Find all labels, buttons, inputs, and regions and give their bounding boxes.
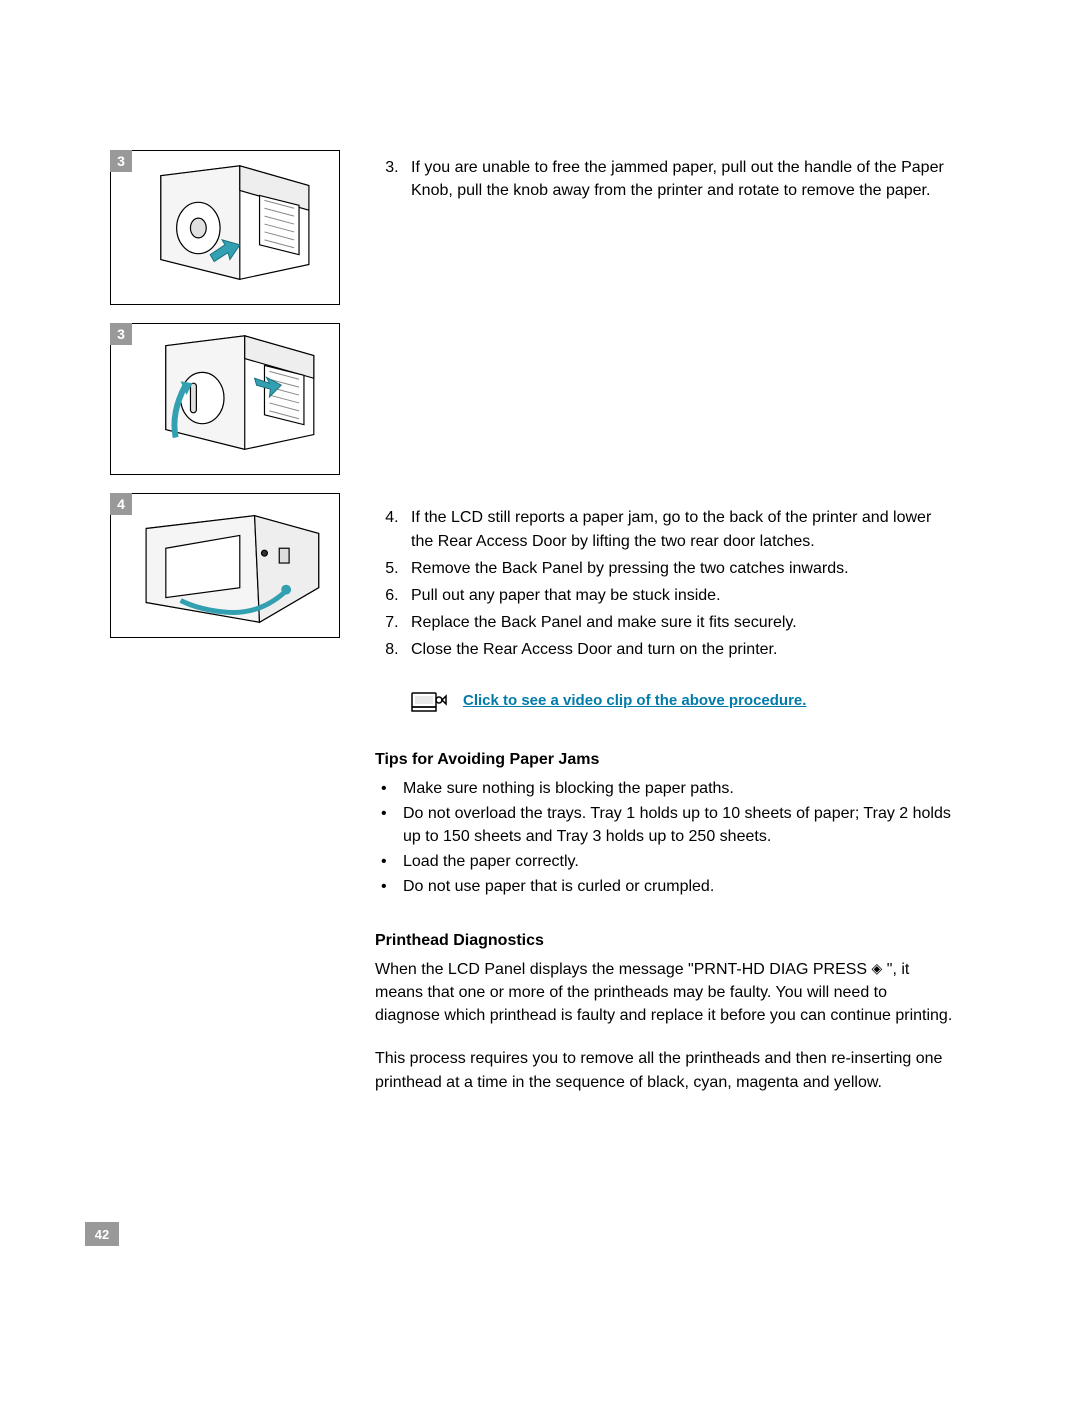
tips-list: Make sure nothing is blocking the paper … (375, 777, 955, 899)
video-link[interactable]: Click to see a video clip of the above p… (463, 690, 806, 712)
step-item: Remove the Back Panel by pressing the tw… (403, 557, 955, 580)
printer-illustration-1 (111, 151, 339, 304)
video-camera-icon (411, 690, 447, 712)
figure-number-badge: 3 (110, 323, 132, 345)
figure-printer-back: 4 (110, 493, 340, 638)
step-text: Close the Rear Access Door and turn on t… (411, 641, 777, 658)
document-page: 3 3 (0, 0, 1080, 1416)
tip-item: Load the paper correctly. (403, 850, 955, 873)
step-text: Remove the Back Panel by pressing the tw… (411, 560, 849, 577)
tip-item: Make sure nothing is blocking the paper … (403, 777, 955, 800)
step-item: If you are unable to free the jammed pap… (403, 156, 955, 202)
step-text: If you are unable to free the jammed pap… (411, 159, 944, 199)
step-list-4-8: If the LCD still reports a paper jam, go… (375, 506, 955, 661)
step-item: If the LCD still reports a paper jam, go… (403, 506, 955, 552)
figure-number-badge: 3 (110, 150, 132, 172)
tip-item: Do not use paper that is curled or crump… (403, 875, 955, 898)
step-text: Replace the Back Panel and make sure it … (411, 614, 797, 631)
resume-diamond-icon: ◈ (872, 958, 883, 978)
step-item: Close the Rear Access Door and turn on t… (403, 638, 955, 661)
step-text: Pull out any paper that may be stuck ins… (411, 587, 721, 604)
tips-heading: Tips for Avoiding Paper Jams (375, 748, 955, 771)
figure-number-badge: 4 (110, 493, 132, 515)
video-link-row: Click to see a video clip of the above p… (411, 690, 955, 712)
page-number: 42 (85, 1222, 119, 1246)
printer-illustration-2 (111, 324, 339, 474)
step-list-3: If you are unable to free the jammed pap… (375, 156, 955, 202)
printhead-paragraph-2: This process requires you to remove all … (375, 1047, 955, 1093)
step-item: Replace the Back Panel and make sure it … (403, 611, 955, 634)
figure-printer-knob-1: 3 (110, 150, 340, 305)
printhead-heading: Printhead Diagnostics (375, 929, 955, 952)
main-text-column: If you are unable to free the jammed pap… (375, 156, 955, 1114)
printer-illustration-3 (111, 494, 339, 637)
step-item: Pull out any paper that may be stuck ins… (403, 584, 955, 607)
printhead-p1-pre: When the LCD Panel displays the message … (375, 961, 872, 978)
figure-printer-knob-2: 3 (110, 323, 340, 475)
printhead-paragraph-1: When the LCD Panel displays the message … (375, 958, 955, 1028)
step-text: If the LCD still reports a paper jam, go… (411, 509, 931, 549)
tip-item: Do not overload the trays. Tray 1 holds … (403, 802, 955, 848)
